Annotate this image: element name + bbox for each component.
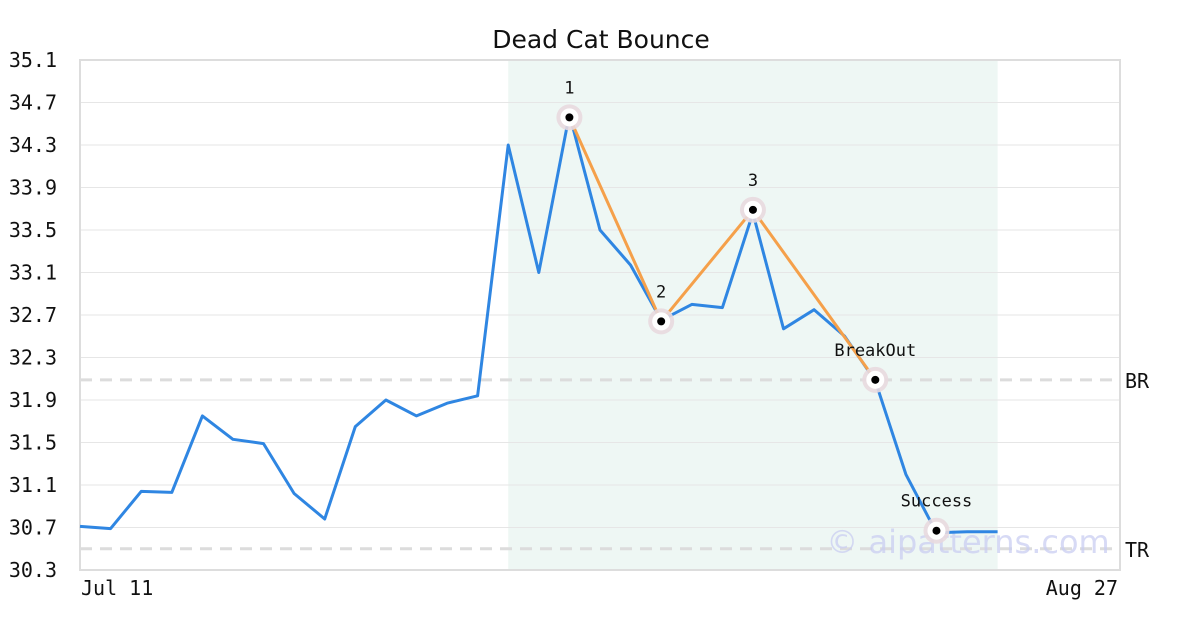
y-tick-label-8: 31.9 [9,388,57,412]
y-tick-label-0: 35.1 [9,48,57,72]
y-axis-ticks: 35.1 34.7 34.3 33.9 33.5 33.1 32.7 32.3 31.9 31.5… [9,48,57,582]
pattern-markers: 1 2 3 BreakOut Success [556,78,973,544]
pattern-polyline [568,116,877,381]
level-label-br: BR [1125,369,1150,393]
chart-title: Dead Cat Bounce [492,25,710,54]
y-tick-label-1: 34.7 [9,91,57,115]
marker-label-success: Success [901,492,973,512]
marker-label-breakout: BreakOut [834,341,916,361]
x-tick-start: Jul 11 [81,576,153,600]
y-tick-label-11: 30.7 [9,516,57,540]
marker-dot-1 [565,113,574,122]
y-tick-label-12: 30.3 [9,558,57,582]
watermark: © aipatterns.com [826,523,1109,561]
marker-dot-3 [748,205,757,214]
y-tick-label-7: 32.3 [9,346,57,370]
marker-dot-2 [657,317,666,326]
marker-dot-success [932,526,941,535]
y-tick-label-10: 31.1 [9,473,57,497]
gridlines [80,59,1120,571]
x-tick-end: Aug 27 [1046,576,1118,600]
marker-label-3: 3 [748,171,758,191]
marker-label-1: 1 [564,78,574,98]
marker-dot-breakout [871,375,880,384]
plot-frame [79,59,1121,571]
y-tick-label-2: 34.3 [9,133,57,157]
y-tick-label-5: 33.1 [9,261,57,285]
y-tick-label-4: 33.5 [9,218,57,242]
pattern-line [568,116,877,381]
y-tick-label-9: 31.5 [9,431,57,455]
level-label-tr: TR [1125,538,1150,562]
y-tick-label-6: 32.7 [9,303,57,327]
marker-label-2: 2 [656,282,666,302]
level-lines: BR TR [80,369,1150,562]
y-tick-label-3: 33.9 [9,176,57,200]
